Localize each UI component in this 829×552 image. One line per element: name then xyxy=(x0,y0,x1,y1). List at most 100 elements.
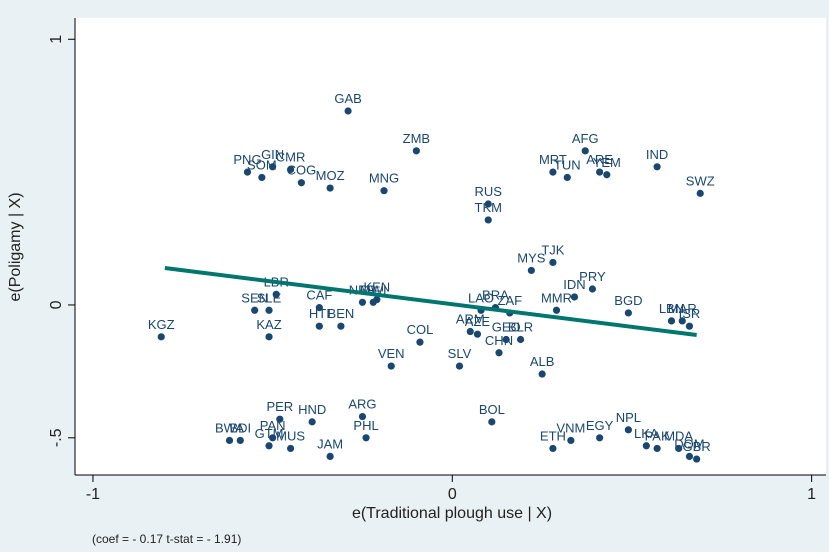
point xyxy=(653,163,661,171)
point xyxy=(596,434,604,442)
point-label: ISR xyxy=(679,306,701,321)
y-axis-title: e(Poligamy | X) xyxy=(7,192,24,301)
point xyxy=(693,455,701,463)
point-label: HND xyxy=(298,402,326,417)
point xyxy=(337,322,345,330)
point xyxy=(685,322,694,330)
point-label: IND xyxy=(646,147,668,162)
point xyxy=(358,412,367,421)
x-tick-label: 0 xyxy=(448,486,457,503)
point xyxy=(269,434,277,442)
point-label: LAO xyxy=(468,290,494,305)
point xyxy=(265,306,273,314)
point-label: MAR xyxy=(668,301,697,316)
point-label: JAM xyxy=(317,436,343,451)
point xyxy=(286,444,295,453)
point-label: BOL xyxy=(479,402,505,417)
point xyxy=(581,147,589,155)
point xyxy=(362,434,370,442)
point xyxy=(484,216,492,224)
point xyxy=(588,285,597,293)
point-label: SLV xyxy=(448,346,472,361)
point-label: BWA xyxy=(215,420,244,435)
point-label: KGZ xyxy=(148,317,175,332)
point-label: BLR xyxy=(508,319,533,334)
point xyxy=(272,290,280,298)
point xyxy=(157,333,165,341)
point xyxy=(624,426,632,434)
point-label: GEO xyxy=(492,319,521,334)
point xyxy=(538,370,546,378)
point-label: GAB xyxy=(334,91,361,106)
point-label: SLE xyxy=(257,290,282,305)
point xyxy=(675,444,683,453)
point xyxy=(412,147,420,155)
point xyxy=(286,165,295,174)
point xyxy=(225,436,234,445)
point-label: PHL xyxy=(353,418,378,433)
point-label: PER xyxy=(266,399,293,414)
point xyxy=(265,442,273,450)
point-label: GTM xyxy=(255,426,284,441)
point xyxy=(570,293,579,301)
point-label: RUS xyxy=(475,184,503,199)
point xyxy=(624,309,632,317)
point xyxy=(243,168,252,176)
point xyxy=(258,173,266,182)
point-label: ARM xyxy=(456,312,485,327)
point-label: TJK xyxy=(541,242,564,257)
point xyxy=(473,330,482,338)
point xyxy=(516,335,525,344)
point xyxy=(563,173,571,182)
point xyxy=(276,415,284,423)
point-label: MOZ xyxy=(316,168,345,183)
point-label: PRY xyxy=(579,269,606,284)
point xyxy=(642,442,650,450)
point xyxy=(603,171,611,179)
point-label: LBN xyxy=(659,301,684,316)
point-label: KAZ xyxy=(256,317,281,332)
point xyxy=(387,362,395,370)
point-label: DOM xyxy=(674,436,704,451)
point-label: MNG xyxy=(369,171,399,186)
point-label: IDN xyxy=(563,277,585,292)
point-label: LKA xyxy=(634,426,659,441)
point xyxy=(667,317,676,325)
point-label: GBR xyxy=(683,439,711,454)
point-label: AZE xyxy=(465,314,491,329)
point xyxy=(358,298,367,306)
point-label: PAK xyxy=(645,428,670,443)
point-label: CMR xyxy=(276,149,306,164)
point xyxy=(484,200,492,208)
point-label: HTI xyxy=(309,306,330,321)
point-label: COL xyxy=(407,322,434,337)
point-label: NPL xyxy=(616,410,641,425)
point xyxy=(455,362,464,370)
point-label: GIN xyxy=(261,147,284,162)
point-label: MRT xyxy=(539,152,567,167)
x-axis-title: e(Traditional plough use | X) xyxy=(352,505,552,522)
point xyxy=(653,444,661,453)
point-label: BGD xyxy=(614,293,642,308)
point xyxy=(265,333,273,341)
point-label: ARE xyxy=(586,152,613,167)
point xyxy=(685,452,694,461)
point-label: ARG xyxy=(348,397,376,412)
point-label: KEN xyxy=(363,280,390,295)
point-label: SEN xyxy=(241,290,268,305)
point xyxy=(315,304,323,312)
point-label: VNM xyxy=(556,420,585,435)
point-label: COG xyxy=(287,163,317,178)
point xyxy=(326,452,334,461)
point-label: VEN xyxy=(378,346,405,361)
point xyxy=(269,163,277,171)
point xyxy=(678,317,686,325)
point-label: CAF xyxy=(306,288,332,303)
x-tick-label: 1 xyxy=(807,486,816,503)
point xyxy=(488,418,496,426)
point xyxy=(297,179,305,187)
point-label: BDI xyxy=(229,420,251,435)
point-label: PAN xyxy=(260,418,286,433)
point-label: MYS xyxy=(517,250,546,265)
